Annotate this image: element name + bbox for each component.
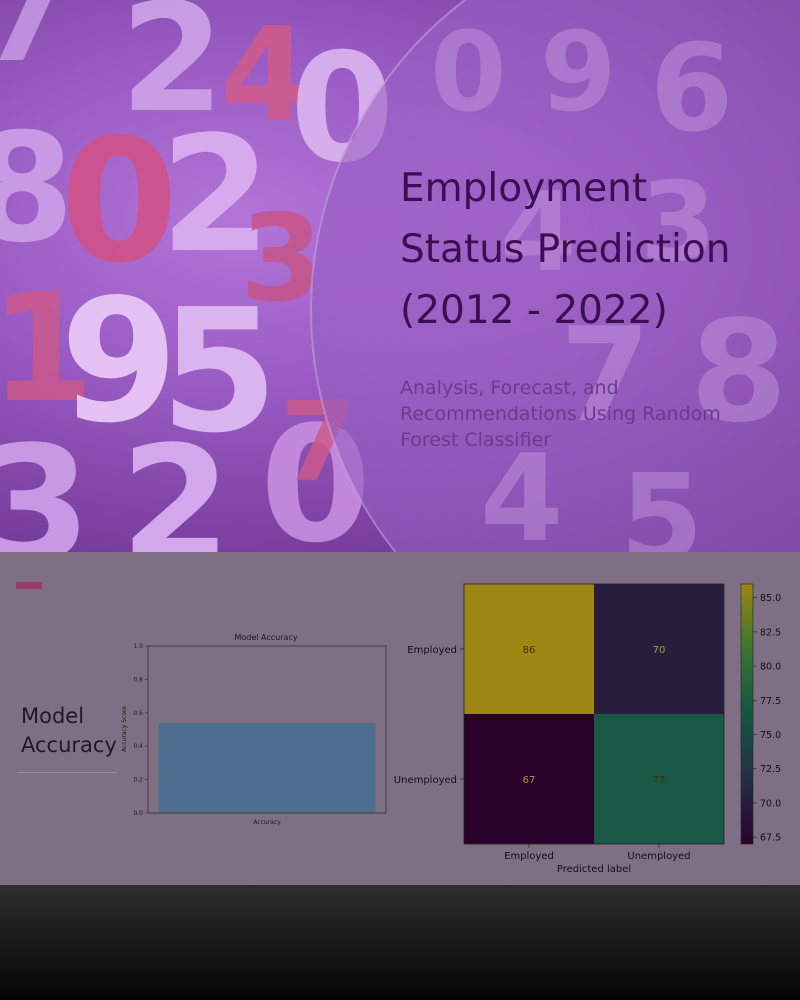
section-title-line: Accuracy xyxy=(21,733,117,757)
y-tick-label: 0.4 xyxy=(133,743,143,750)
y-axis-label: Accuracy Score xyxy=(121,706,128,752)
faded-numbers-art: 0 9 6 4 3 7 8 4 5 xyxy=(430,8,787,552)
svg-text:2: 2 xyxy=(120,411,231,552)
svg-text:2: 2 xyxy=(120,0,224,146)
matrix-cell xyxy=(464,584,594,714)
matrix-cell xyxy=(594,714,724,844)
cell-value: 86 xyxy=(523,645,536,656)
svg-text:5: 5 xyxy=(160,273,278,471)
x-tick-label: Unemployed xyxy=(627,851,690,862)
svg-text:0: 0 xyxy=(60,103,178,301)
y-tick-label: Unemployed xyxy=(394,775,457,786)
matrix-cell xyxy=(464,714,594,844)
svg-text:1: 1 xyxy=(0,262,94,436)
svg-text:4: 4 xyxy=(220,0,310,151)
svg-text:7: 7 xyxy=(560,299,650,451)
colorbar-tick-label: 70.0 xyxy=(760,798,781,809)
confusion-matrix-chart: 86 70 67 77 Employed Unemployed Employed Unem… xyxy=(394,583,781,875)
x-tick-label: Accuracy xyxy=(253,819,281,826)
cell-value: 77 xyxy=(653,775,666,786)
svg-text:4: 4 xyxy=(480,430,564,552)
slide-title: Employment Status Prediction (2012 - 202… xyxy=(400,158,780,341)
colorbar xyxy=(740,583,754,845)
svg-text:2: 2 xyxy=(160,101,271,288)
y-tick-label: 1.0 xyxy=(133,643,143,650)
svg-text:3: 3 xyxy=(0,411,91,552)
svg-text:9: 9 xyxy=(540,8,617,136)
subtitle-line: Analysis, Forecast, and xyxy=(400,377,619,399)
section-title: Model Accuracy xyxy=(21,702,117,760)
svg-text:8: 8 xyxy=(0,102,74,276)
section-title-line: Model xyxy=(21,704,85,728)
x-axis-label: Predicted label xyxy=(557,864,631,875)
title-line: Employment xyxy=(400,166,648,211)
matrix-cell xyxy=(594,584,724,714)
section-divider xyxy=(17,772,117,773)
colorbar-tick-label: 82.5 xyxy=(760,627,781,638)
numbers-background-art: 7 2 4 0 8 0 2 3 1 9 5 3 2 0 7 xyxy=(0,0,394,552)
accent-bar xyxy=(16,582,42,589)
colorbar-tick-label: 77.5 xyxy=(760,696,781,707)
title-slide: 7 2 4 0 8 0 2 3 1 9 5 3 2 0 7 0 9 6 4 3 … xyxy=(0,0,800,552)
subtitle-line: Recommendations Using Random xyxy=(400,403,721,425)
colorbar-tick-label: 85.0 xyxy=(760,593,781,604)
colorbar-tick-label: 75.0 xyxy=(760,730,781,741)
colorbar-tick-label: 67.5 xyxy=(760,833,781,844)
x-tick-label: Employed xyxy=(504,851,554,862)
slide-subtitle: Analysis, Forecast, and Recommendations … xyxy=(400,375,780,453)
svg-text:3: 3 xyxy=(640,158,717,286)
svg-text:4: 4 xyxy=(500,168,577,296)
colorbar-tick-label: 80.0 xyxy=(760,662,781,673)
svg-text:3: 3 xyxy=(240,190,324,329)
y-tick-label: Employed xyxy=(407,645,457,656)
svg-text:7: 7 xyxy=(0,0,70,91)
y-tick-label: 0.6 xyxy=(133,710,143,717)
subtitle-line: Forest Classifier xyxy=(400,429,552,451)
title-line: (2012 - 2022) xyxy=(400,288,668,333)
title-line: Status Prediction xyxy=(400,227,731,272)
svg-text:9: 9 xyxy=(60,263,178,461)
svg-text:5: 5 xyxy=(620,450,704,552)
bottom-shadow xyxy=(0,885,800,1000)
accuracy-bar-chart: Model Accuracy Accuracy Score 0.0 0.2 0.4 0… xyxy=(121,633,387,826)
chart-title: Model Accuracy xyxy=(234,633,297,642)
svg-text:0: 0 xyxy=(430,8,507,136)
y-tick-label: 0.2 xyxy=(133,777,143,784)
colorbar-tick-label: 72.5 xyxy=(760,764,781,775)
svg-text:6: 6 xyxy=(650,20,734,159)
matrix-frame xyxy=(463,583,725,845)
cell-value: 67 xyxy=(523,775,536,786)
cell-value: 70 xyxy=(653,645,666,656)
y-tick-label: 0.8 xyxy=(133,676,143,683)
plot-frame xyxy=(147,645,387,814)
accuracy-bar xyxy=(158,722,376,813)
y-tick-label: 0.0 xyxy=(133,810,143,817)
svg-text:8: 8 xyxy=(690,291,787,454)
decorative-circle xyxy=(310,0,800,552)
